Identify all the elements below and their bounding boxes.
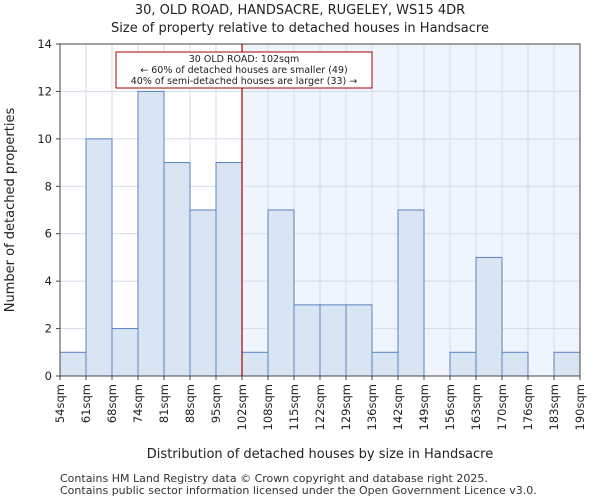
y-axis-label: Number of detached properties bbox=[3, 108, 18, 313]
bar bbox=[267, 209, 295, 377]
bar bbox=[215, 162, 243, 377]
y-tick-label: 4 bbox=[45, 274, 52, 288]
chart-title-line1: 30, OLD ROAD, HANDSACRE, RUGELEY, WS15 4… bbox=[134, 3, 466, 18]
x-tick-label: 61sqm bbox=[79, 384, 93, 423]
x-tick-label: 122sqm bbox=[313, 384, 327, 430]
bar bbox=[553, 351, 581, 377]
footer-line2: Contains public sector information licen… bbox=[60, 484, 537, 497]
x-tick-label: 74sqm bbox=[131, 384, 145, 423]
x-tick-label: 190sqm bbox=[573, 384, 587, 430]
y-tick-label: 0 bbox=[45, 369, 52, 383]
x-tick-label: 129sqm bbox=[339, 384, 353, 430]
bar bbox=[449, 351, 477, 377]
x-tick-label: 142sqm bbox=[391, 384, 405, 430]
bar bbox=[371, 351, 399, 377]
x-tick-label: 136sqm bbox=[365, 384, 379, 430]
y-tick-label: 14 bbox=[37, 37, 52, 51]
bar bbox=[501, 351, 529, 377]
chart-title-line2: Size of property relative to detached ho… bbox=[111, 21, 489, 36]
x-tick-label: 149sqm bbox=[417, 384, 431, 430]
x-axis-ticks: 54sqm 61sqm 68sqm 74sqm 81sqm 88sqm 95sqm 102sq… bbox=[53, 376, 587, 430]
x-tick-label: 115sqm bbox=[287, 384, 301, 430]
bar bbox=[345, 304, 373, 377]
bar bbox=[293, 304, 321, 377]
x-tick-label: 163sqm bbox=[469, 384, 483, 430]
y-axis-ticks: 0 2 4 6 8 10 12 14 bbox=[37, 37, 60, 383]
y-tick-label: 6 bbox=[45, 227, 52, 241]
plot-frame bbox=[59, 43, 581, 377]
marker-annotation: 30 OLD ROAD: 102sqm ← 60% of detached ho… bbox=[115, 51, 373, 89]
bars bbox=[59, 90, 581, 377]
bar bbox=[319, 304, 347, 377]
annotation-line3: 40% of semi-detached houses are larger (… bbox=[131, 76, 358, 87]
x-tick-label: 176sqm bbox=[521, 384, 535, 430]
annotation-box bbox=[115, 51, 373, 89]
bar bbox=[475, 256, 503, 377]
footer-line1: Contains HM Land Registry data © Crown c… bbox=[60, 472, 488, 485]
x-tick-label: 102sqm bbox=[235, 384, 249, 430]
bar bbox=[85, 138, 113, 377]
bar bbox=[59, 351, 87, 377]
y-tick-label: 2 bbox=[45, 322, 52, 336]
y-tick-label: 10 bbox=[37, 132, 52, 146]
annotation-line1: 30 OLD ROAD: 102sqm bbox=[189, 54, 300, 65]
x-tick-label: 156sqm bbox=[443, 384, 457, 430]
x-tick-label: 170sqm bbox=[495, 384, 509, 430]
annotation-line2: ← 60% of detached houses are smaller (49… bbox=[140, 65, 347, 76]
x-tick-label: 183sqm bbox=[547, 384, 561, 430]
x-tick-label: 54sqm bbox=[53, 384, 67, 423]
y-tick-label: 12 bbox=[37, 84, 52, 98]
bar bbox=[397, 209, 425, 377]
bar bbox=[163, 162, 191, 377]
bar bbox=[189, 209, 217, 377]
bar bbox=[241, 351, 269, 377]
x-tick-label: 88sqm bbox=[183, 384, 197, 423]
x-tick-label: 108sqm bbox=[261, 384, 275, 430]
y-tick-label: 8 bbox=[45, 179, 52, 193]
x-axis-label: Distribution of detached houses by size … bbox=[147, 447, 493, 462]
x-tick-label: 95sqm bbox=[209, 384, 223, 423]
x-tick-label: 68sqm bbox=[105, 384, 119, 423]
bar bbox=[111, 328, 139, 377]
x-tick-label: 81sqm bbox=[157, 384, 171, 423]
bar bbox=[137, 90, 165, 377]
